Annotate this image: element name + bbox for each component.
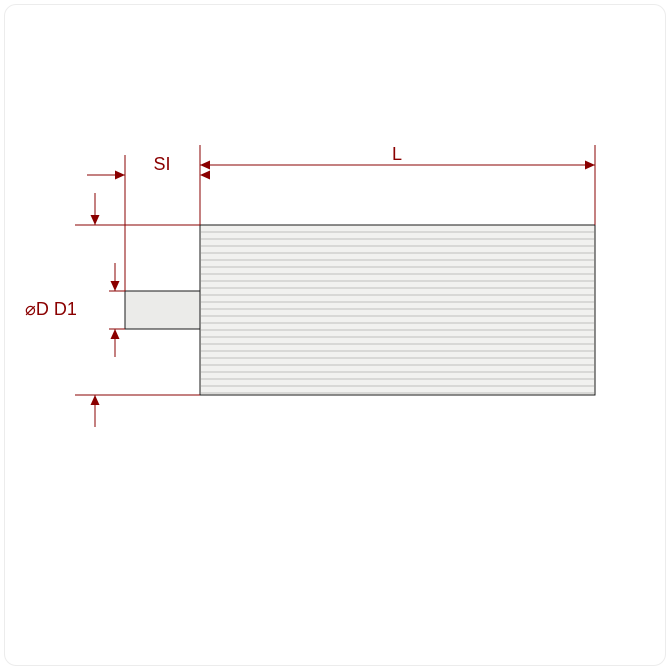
diagram-container: LSI⌀D D1 (0, 0, 670, 670)
card-frame (4, 4, 666, 666)
